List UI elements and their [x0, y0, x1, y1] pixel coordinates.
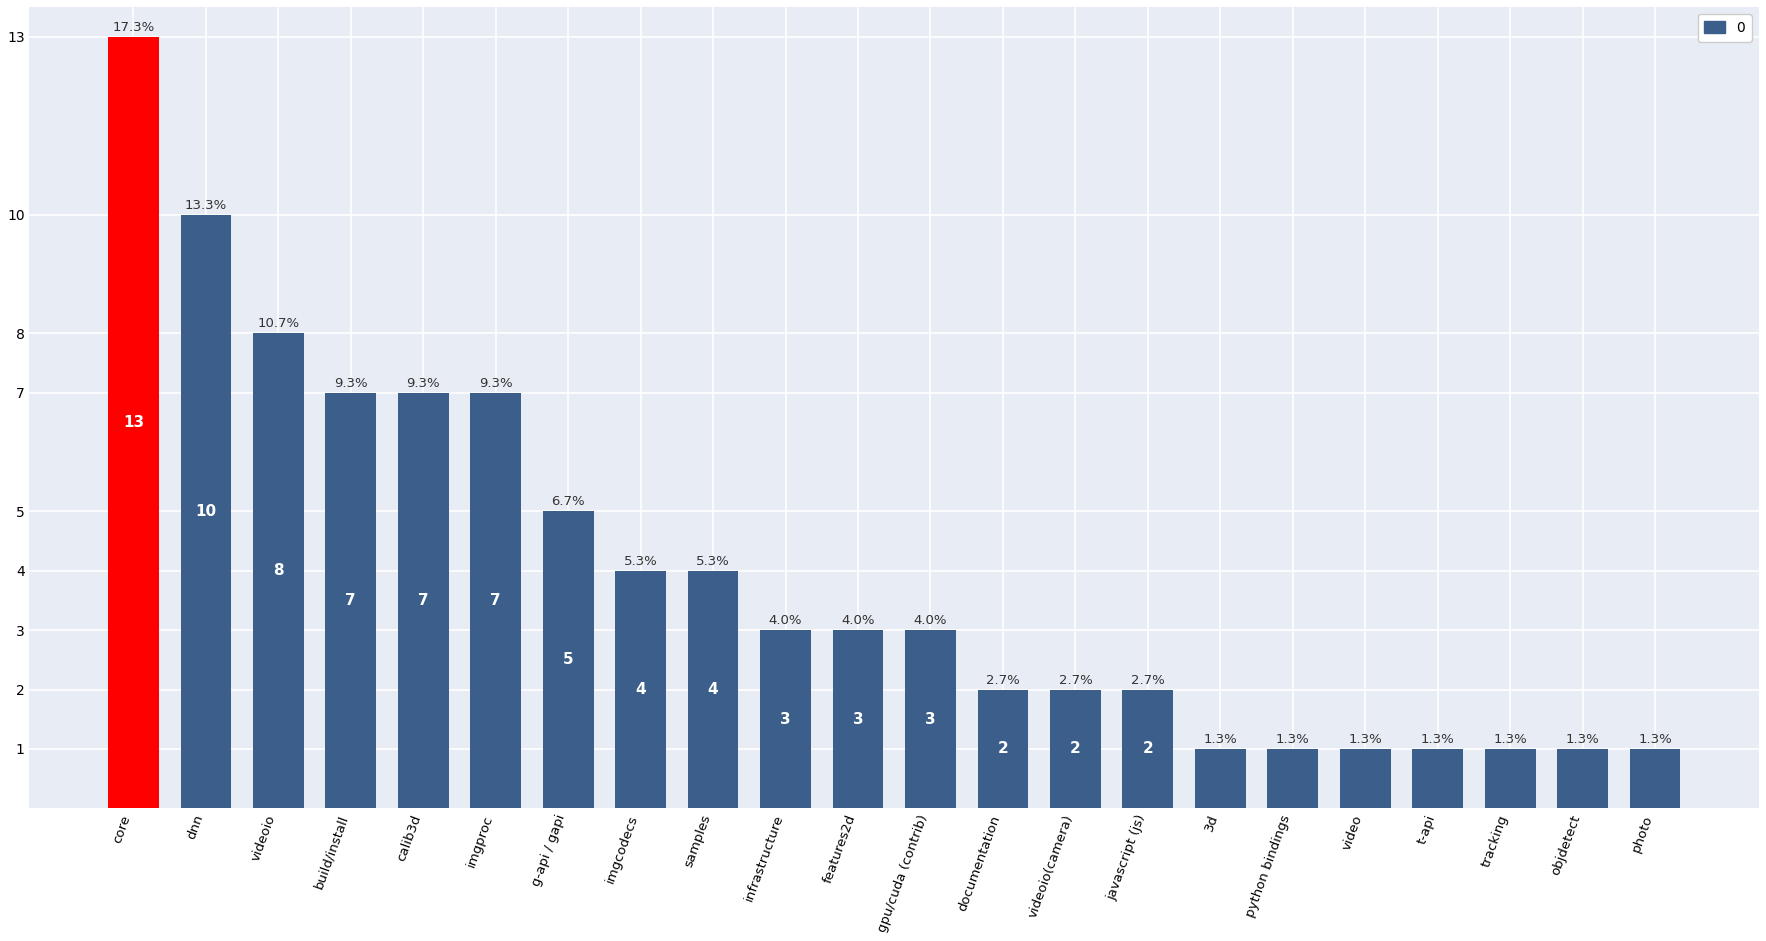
Bar — [180, 215, 231, 808]
Text: 4.0%: 4.0% — [768, 614, 802, 628]
Text: 5.3%: 5.3% — [696, 555, 729, 567]
Text: 8: 8 — [274, 564, 284, 579]
Bar — [1413, 749, 1462, 808]
Bar — [1196, 749, 1245, 808]
Text: 9.3%: 9.3% — [334, 376, 367, 390]
Text: 10: 10 — [196, 504, 217, 518]
Text: 9.3%: 9.3% — [406, 376, 440, 390]
Text: 10.7%: 10.7% — [258, 317, 300, 330]
Text: 7: 7 — [346, 593, 357, 608]
Bar — [687, 571, 738, 808]
Text: 2: 2 — [1143, 742, 1153, 757]
Bar — [397, 392, 449, 808]
Text: 7: 7 — [419, 593, 429, 608]
Bar — [1630, 749, 1681, 808]
Text: 4.0%: 4.0% — [841, 614, 874, 628]
Bar — [978, 690, 1028, 808]
Bar — [470, 392, 521, 808]
Bar — [759, 630, 811, 808]
Text: 1.3%: 1.3% — [1349, 733, 1383, 746]
Bar — [253, 333, 304, 808]
Bar — [1558, 749, 1609, 808]
Text: 4.0%: 4.0% — [913, 614, 947, 628]
Text: 1.3%: 1.3% — [1494, 733, 1528, 746]
Legend: 0: 0 — [1697, 14, 1752, 41]
Text: 9.3%: 9.3% — [479, 376, 512, 390]
Text: 7: 7 — [491, 593, 502, 608]
Bar — [1123, 690, 1173, 808]
Bar — [1051, 690, 1100, 808]
Bar — [325, 392, 376, 808]
Text: 5.3%: 5.3% — [623, 555, 657, 567]
Text: 3: 3 — [925, 711, 936, 726]
Text: 2.7%: 2.7% — [1130, 674, 1166, 687]
Text: 1.3%: 1.3% — [1203, 733, 1238, 746]
Text: 3: 3 — [853, 711, 864, 726]
Text: 17.3%: 17.3% — [113, 21, 155, 34]
Text: 2.7%: 2.7% — [985, 674, 1019, 687]
Text: 2.7%: 2.7% — [1058, 674, 1091, 687]
Bar — [542, 512, 593, 808]
Text: 1.3%: 1.3% — [1566, 733, 1600, 746]
Text: 13.3%: 13.3% — [185, 199, 228, 212]
Text: 4: 4 — [636, 682, 646, 697]
Text: 4: 4 — [708, 682, 719, 697]
Text: 1.3%: 1.3% — [1275, 733, 1310, 746]
Text: 5: 5 — [563, 652, 574, 667]
Bar — [1340, 749, 1390, 808]
Bar — [832, 630, 883, 808]
Bar — [1268, 749, 1317, 808]
Text: 2: 2 — [998, 742, 1008, 757]
Text: 13: 13 — [124, 415, 145, 430]
Text: 6.7%: 6.7% — [551, 496, 585, 508]
Bar — [615, 571, 666, 808]
Text: 1.3%: 1.3% — [1422, 733, 1455, 746]
Bar — [108, 37, 159, 808]
Bar — [1485, 749, 1535, 808]
Text: 1.3%: 1.3% — [1639, 733, 1672, 746]
Text: 2: 2 — [1070, 742, 1081, 757]
Text: 3: 3 — [781, 711, 791, 726]
Bar — [906, 630, 955, 808]
